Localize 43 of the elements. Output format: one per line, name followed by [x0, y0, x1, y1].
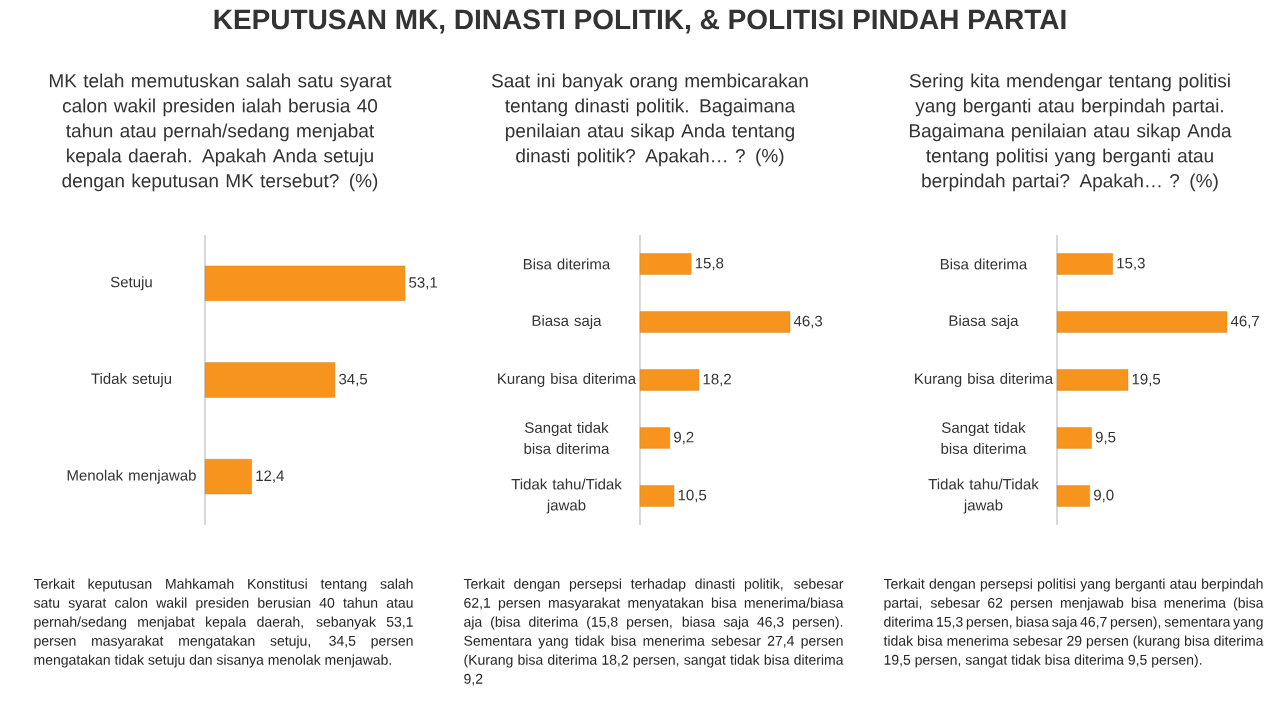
chart-subtitle: MK telah memutuskan salah satu syarat calon wakil presiden ialah berusia 40 tahun atau pernah/sedang menjabat kepala daerah. Apakah Anda setuju dengan keputusan MK tersebut? (%) — [49, 73, 392, 192]
bar — [1056, 253, 1113, 275]
data-label: 15,8 — [695, 257, 724, 271]
bar — [639, 427, 671, 449]
y-tick-label: Sangat tidak bisa diterima — [941, 421, 1027, 454]
bar — [1056, 311, 1228, 333]
data-label: 53,1 — [409, 277, 437, 290]
text: Terkait keputusan Mahkamah Konstitusi tentang salah satu syarat calon wakil presiden berusian 40 tahun atau pernah/sedang menjabat kepala daerah, sebanyak 53,1 persen masyarakat mengatakan setuju, 34,5 persen mengatakan tidak setuju dan sisanya menolak menjawab. — [33, 578, 413, 668]
y-tick-label: Biasa saja — [949, 315, 1019, 329]
data-label: 12,4 — [256, 470, 284, 483]
data-label: 34,5 — [339, 373, 368, 387]
y-tick-label: Kurang bisa diterima — [498, 373, 637, 387]
data-label: 10,5 — [678, 489, 707, 503]
data-label: 19,5 — [1132, 373, 1161, 387]
bar — [639, 369, 700, 391]
y-tick-label: Sangat tidak bisa diterima — [524, 421, 610, 454]
y-tick-label: Tidak setuju — [91, 373, 172, 387]
data-label: 46,7 — [1230, 315, 1259, 329]
bar — [639, 253, 692, 275]
chart-subtitle: Sering kita mendengar tentang politisi yang berganti atau berpindah partai. Bagaimana penilaian atau sikap Anda tentang politisi yang berganti atau berpindah partai? Apakah… ? (%) — [909, 73, 1232, 192]
text: Terkait dengan persepsi terhadap dinasti politik, sebesar 62,1 persen masyarakat menyatakan bisa menerima/biasa aja (bisa diterima (15,8 persen, biasa saja 46,3 persen). Sementara yang tidak bisa menerima sebesar 27,4 persen (Kurang bisa diterima 18,2 persen, sangat tidak bisa diterima 9,2 — [463, 578, 844, 686]
data-label: 18,2 — [703, 373, 731, 387]
bar — [639, 311, 791, 333]
bar — [639, 485, 675, 507]
data-label: 46,3 — [793, 315, 823, 329]
text: KEPUTUSAN MK, DINASTI POLITIK, & POLITISI PINDAH PARTAI — [214, 9, 1066, 34]
data-label: 9,5 — [1095, 431, 1116, 445]
y-tick-label: Tidak tahu/Tidak jawab — [928, 478, 1039, 514]
bar — [1056, 485, 1090, 507]
y-tick-label: Tidak tahu/Tidak jawab — [511, 478, 622, 514]
bar — [1056, 369, 1129, 391]
y-tick-label: Kurang bisa diterima — [915, 373, 1054, 387]
chart-subtitle: Saat ini banyak orang membicarakan tentang dinasti politik. Bagaimana penilaian atau sikap Anda tentang dinasti politik? Apakah… ? (%) — [491, 73, 808, 167]
y-tick-label: Setuju — [110, 276, 152, 291]
data-label: 9,0 — [1094, 489, 1114, 503]
bar — [1056, 427, 1092, 449]
y-tick-label: Bisa diterima — [523, 258, 611, 270]
y-tick-label: Biasa saja — [532, 315, 602, 329]
data-label: 15,3 — [1117, 257, 1145, 271]
y-tick-label: Menolak menjawab — [67, 469, 196, 484]
data-label: 9,2 — [674, 431, 694, 445]
y-tick-label: Bisa diterima — [940, 258, 1028, 270]
text: Terkait dengan persepsi politisi yang berganti atau berpindah partai, sebesar 62 persen menjawab bisa menerima (bisa diterima 15,3 persen, biasa saja 46,7 persen), sementara yang tidak bisa menerima sebesar 29 persen (kurang bisa diterima 19,5 persen, sangat tidak bisa diterima 9,5 persen). — [883, 578, 1264, 668]
